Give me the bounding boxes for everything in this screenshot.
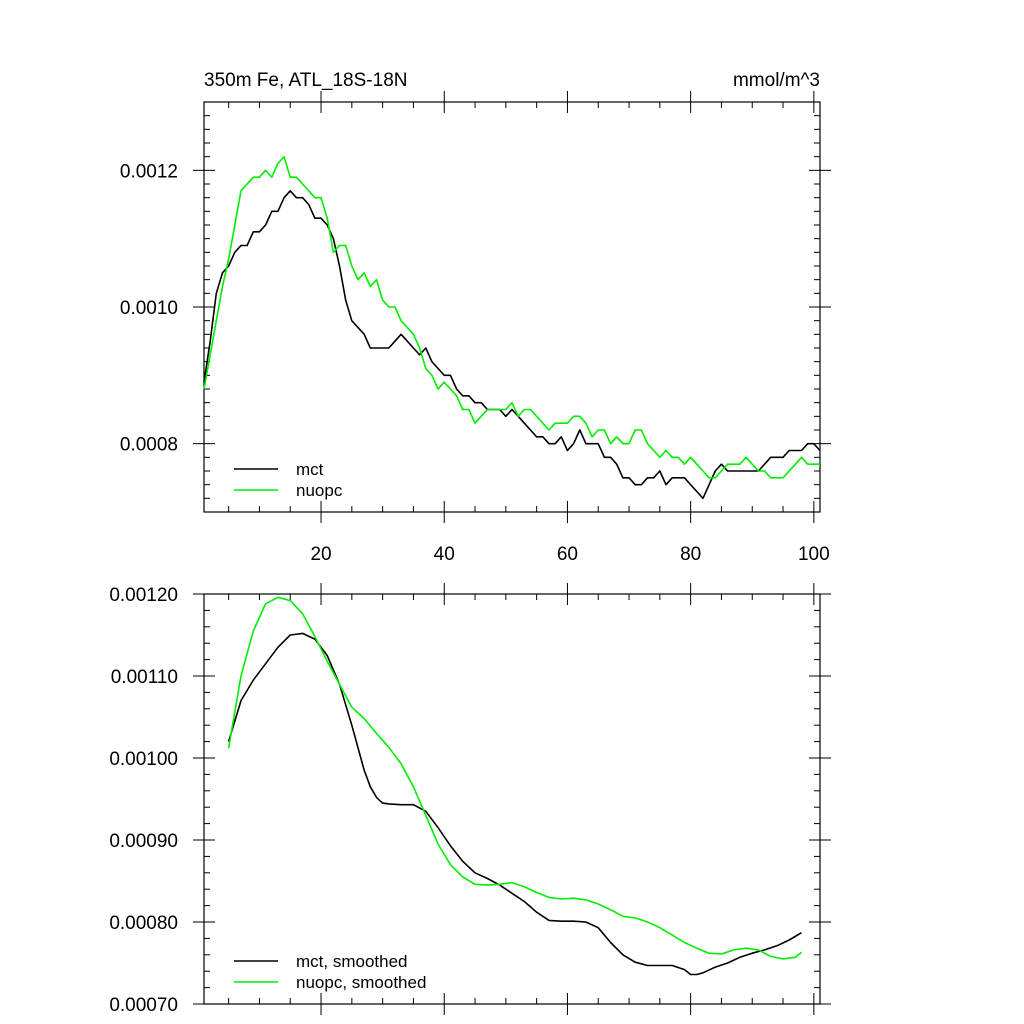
bottom-legend-label: nuopc, smoothed — [296, 973, 426, 992]
top-x-tick-label: 80 — [680, 544, 701, 565]
bottom-legend-label: mct, smoothed — [296, 952, 408, 971]
bottom-y-tick-label: 0.00090 — [109, 831, 178, 852]
bottom-chart-panel: 0.00070 0.00080 0.00090 0.00100 0.00110 0.001… — [109, 583, 831, 1016]
bottom-y-tick-label: 0.00100 — [109, 749, 178, 770]
top-series-line-mct — [203, 190, 821, 500]
bottom-plot-frame — [203, 593, 821, 1005]
top-axis-ticks — [193, 91, 831, 523]
top-y-tick-label: 0.0008 — [120, 435, 178, 456]
top-chart-title: 350m Fe, ATL_18S-18N — [204, 70, 407, 91]
top-x-tick-label: 100 — [798, 544, 830, 565]
bottom-axis-tick-labels: 0.00070 0.00080 0.00090 0.00100 0.00110 0.001… — [109, 585, 178, 1016]
bottom-series-lines — [227, 596, 803, 976]
bottom-y-tick-label: 0.00070 — [109, 995, 178, 1016]
top-legend-label: mct — [296, 460, 324, 479]
top-series-line-nuopc — [203, 155, 820, 479]
top-axis-tick-labels: 20 40 60 80 100 0.0008 0.0010 0.0012 — [120, 161, 830, 565]
bottom-axis-ticks — [193, 583, 831, 1015]
bottom-series-line-nuopc — [227, 596, 803, 960]
bottom-legend: mct, smoothed nuopc, smoothed — [234, 952, 426, 992]
bottom-y-tick-label: 0.00080 — [109, 913, 178, 934]
bottom-series-line-mct — [227, 632, 802, 976]
bottom-y-tick-label: 0.00120 — [109, 585, 178, 606]
top-chart-units: mmol/m^3 — [733, 70, 820, 91]
top-y-tick-label: 0.0012 — [120, 161, 178, 182]
top-x-tick-label: 40 — [434, 544, 455, 565]
top-legend: mct nuopc — [234, 460, 343, 500]
bottom-y-tick-label: 0.00110 — [111, 667, 178, 688]
top-y-tick-label: 0.0010 — [120, 298, 178, 319]
top-x-tick-label: 60 — [557, 544, 578, 565]
top-legend-label: nuopc — [296, 481, 343, 500]
top-series-lines — [203, 155, 821, 500]
top-x-tick-label: 20 — [310, 544, 331, 565]
top-chart-panel: 350m Fe, ATL_18S-18N mmol/m^3 20 40 60 80 10… — [120, 70, 831, 565]
